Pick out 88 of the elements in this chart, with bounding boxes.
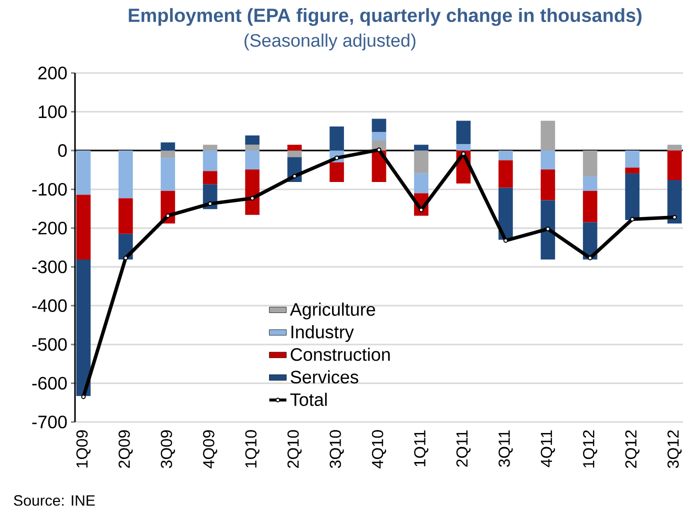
y-tick-label: 200 <box>38 66 67 80</box>
point <box>334 156 340 160</box>
x-tick-label: 4Q11 <box>540 430 555 468</box>
bar <box>287 150 302 158</box>
legend-label: Agriculture <box>290 302 376 320</box>
bar <box>245 170 260 215</box>
bar <box>330 162 344 182</box>
x-tick-label: 3Q12 <box>667 430 682 468</box>
point <box>166 213 170 218</box>
bar <box>625 168 640 174</box>
legend-label: Industry <box>292 325 354 342</box>
bar <box>76 150 91 195</box>
legend-label: Services <box>290 370 358 384</box>
x-tick-label: 1Q12 <box>583 430 598 468</box>
x-tick-label: 2Q12 <box>625 430 640 468</box>
bar <box>372 118 386 132</box>
point <box>672 214 677 220</box>
bar <box>582 176 598 191</box>
y-tick-label: -500 <box>32 338 67 351</box>
point <box>630 216 635 222</box>
point <box>503 238 508 243</box>
bar <box>245 144 260 151</box>
bar <box>160 150 176 158</box>
y-tick-label: -300 <box>32 260 67 274</box>
y-tick-label: -700 <box>32 416 67 428</box>
bar <box>456 144 471 151</box>
bar <box>372 132 386 140</box>
bar <box>160 158 176 191</box>
chart-title: Employment (EPA figure, quarterly change in thousands) <box>128 8 642 26</box>
bar <box>498 160 513 188</box>
x-tick-label: 3Q11 <box>498 430 513 467</box>
bar <box>245 135 260 145</box>
bar <box>625 173 640 220</box>
point <box>546 226 550 232</box>
bar <box>498 188 513 240</box>
legend-label: Total <box>290 392 327 406</box>
bar <box>540 150 556 170</box>
bar <box>625 150 640 168</box>
bar <box>667 180 682 224</box>
bar <box>540 120 556 151</box>
point <box>123 256 128 260</box>
bar <box>245 150 260 170</box>
bar <box>540 170 556 200</box>
legend-label: Construction <box>290 348 390 361</box>
bar <box>287 144 302 151</box>
bar <box>582 190 598 222</box>
chart-subtitle: (Seasonally adjusted) <box>244 34 416 50</box>
bar <box>160 142 176 151</box>
bar <box>202 171 218 184</box>
point <box>588 256 592 260</box>
point <box>292 174 297 178</box>
source-note: Source: INE <box>14 495 95 506</box>
bar <box>414 144 428 151</box>
bar <box>456 120 471 144</box>
bar <box>118 150 133 198</box>
x-tick-label: 1Q11 <box>414 430 428 466</box>
bar <box>202 144 218 151</box>
x-tick-label: 4Q09 <box>203 430 218 468</box>
y-tick-label: 0 <box>58 144 67 157</box>
y-tick-label: -400 <box>32 299 67 312</box>
bar <box>76 194 91 260</box>
x-tick-label: 1Q10 <box>245 430 260 468</box>
point <box>376 147 382 152</box>
y-tick-label: 100 <box>38 105 67 118</box>
bar <box>498 150 513 160</box>
x-tick-label: 2Q11 <box>456 430 471 467</box>
bar <box>202 150 218 172</box>
y-tick-label: -200 <box>32 222 67 234</box>
point <box>250 196 255 201</box>
y-tick-label: -600 <box>32 376 67 390</box>
bar <box>582 150 598 177</box>
y-tick-label: -100 <box>32 182 67 196</box>
bar <box>414 150 428 174</box>
point <box>81 394 86 400</box>
x-tick-label: 4Q10 <box>372 430 386 468</box>
bar <box>76 260 91 396</box>
x-tick-label: 2Q09 <box>118 430 133 468</box>
bar <box>118 198 133 234</box>
bar <box>667 144 682 151</box>
bar <box>330 126 344 151</box>
x-tick-label: 3Q09 <box>160 430 175 468</box>
bar <box>540 200 556 260</box>
x-tick-label: 3Q10 <box>330 430 344 468</box>
x-tick-label: 1Q09 <box>76 430 91 468</box>
bar <box>414 173 428 194</box>
x-tick-label: 2Q10 <box>287 430 302 468</box>
point <box>208 201 212 206</box>
bar <box>667 150 682 180</box>
